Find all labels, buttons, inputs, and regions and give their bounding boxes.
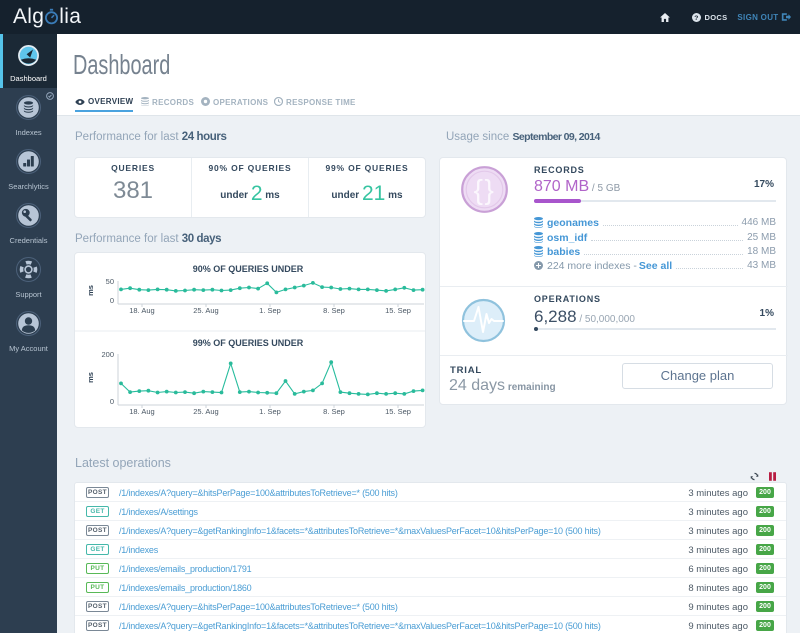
svg-text:25. Aug: 25. Aug (193, 407, 218, 416)
svg-text:15. Sep: 15. Sep (385, 407, 411, 416)
svg-text:15. Sep: 15. Sep (385, 306, 411, 315)
svg-text:8. Sep: 8. Sep (323, 306, 345, 315)
svg-text:18. Aug: 18. Aug (129, 306, 154, 315)
svg-text:25. Aug: 25. Aug (193, 306, 218, 315)
svg-text:{}: {} (474, 174, 496, 205)
svg-text:99% OF QUERIES UNDER: 99% OF QUERIES UNDER (193, 338, 304, 348)
svg-text:?: ? (694, 14, 698, 21)
svg-text:ms: ms (86, 285, 95, 296)
svg-text:50: 50 (106, 277, 114, 286)
svg-text:0: 0 (110, 296, 114, 305)
svg-text:1. Sep: 1. Sep (259, 407, 281, 416)
svg-text:0: 0 (110, 397, 114, 406)
svg-text:8. Sep: 8. Sep (323, 407, 345, 416)
svg-text:ms: ms (86, 372, 95, 383)
svg-text:90% OF QUERIES UNDER: 90% OF QUERIES UNDER (193, 264, 304, 274)
svg-text:18. Aug: 18. Aug (129, 407, 154, 416)
svg-text:1. Sep: 1. Sep (259, 306, 281, 315)
svg-text:200: 200 (101, 350, 114, 359)
